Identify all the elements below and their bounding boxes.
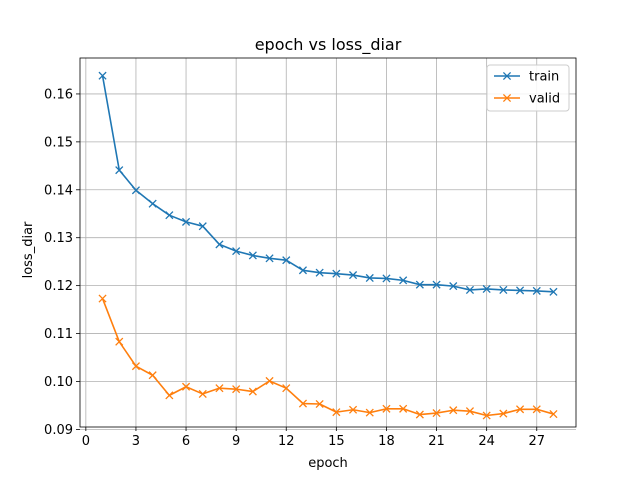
y-tick-label: 0.16 bbox=[44, 87, 73, 102]
data-point-valid bbox=[549, 410, 558, 419]
data-point-valid bbox=[482, 411, 491, 420]
data-point-valid bbox=[265, 376, 274, 386]
y-tick-label: 0.11 bbox=[44, 327, 73, 342]
data-point-valid bbox=[282, 384, 291, 393]
data-point-train bbox=[131, 186, 141, 195]
data-point-train bbox=[215, 240, 224, 249]
data-point-valid bbox=[449, 406, 458, 415]
data-point-valid bbox=[348, 405, 358, 414]
data-point-valid bbox=[532, 405, 541, 414]
data-point-train bbox=[165, 211, 174, 220]
x-tick-label: 12 bbox=[278, 434, 295, 449]
data-point-train bbox=[181, 217, 191, 226]
legend-marker-train bbox=[502, 71, 512, 81]
data-point-valid bbox=[515, 405, 525, 414]
chart-title: epoch vs loss_diar bbox=[255, 35, 402, 55]
data-point-train bbox=[449, 282, 458, 291]
data-point-valid bbox=[98, 294, 107, 303]
data-point-valid bbox=[232, 385, 241, 394]
data-point-train bbox=[532, 286, 541, 295]
series-line-valid bbox=[101, 298, 554, 417]
plot-frame bbox=[79, 57, 577, 428]
y-tick-label: 0.14 bbox=[44, 183, 73, 198]
series-line-train bbox=[101, 75, 554, 293]
data-point-valid bbox=[432, 409, 441, 418]
x-tick-label: 15 bbox=[328, 434, 345, 449]
x-tick-label: 6 bbox=[182, 434, 190, 449]
series-train bbox=[98, 71, 558, 296]
data-point-train bbox=[198, 222, 207, 231]
data-point-valid bbox=[215, 384, 224, 393]
data-point-train bbox=[98, 71, 107, 80]
data-point-train bbox=[432, 280, 441, 289]
data-point-train bbox=[265, 254, 274, 263]
data-point-valid bbox=[181, 382, 191, 391]
y-tick-label: 0.10 bbox=[44, 375, 73, 390]
data-point-train bbox=[232, 247, 241, 256]
data-point-valid bbox=[248, 387, 257, 396]
data-point-train bbox=[332, 269, 341, 278]
data-point-valid bbox=[365, 408, 374, 417]
x-tick-label: 27 bbox=[528, 434, 545, 449]
data-point-valid bbox=[399, 404, 408, 413]
data-point-train bbox=[499, 285, 508, 295]
axis-ticks: 0 3 6 9 12 15 18 21 24 27 0.09 0.10 0.11 0.12 0.13 0.14… bbox=[44, 87, 545, 449]
data-point-train bbox=[148, 199, 157, 208]
data-point-valid bbox=[131, 362, 141, 371]
x-tick-label: 0 bbox=[82, 434, 90, 449]
data-point-valid bbox=[115, 337, 124, 346]
x-tick-label: 24 bbox=[478, 434, 495, 449]
data-point-valid bbox=[315, 399, 324, 409]
data-point-valid bbox=[499, 409, 508, 418]
data-point-train bbox=[365, 273, 374, 283]
data-point-valid bbox=[332, 408, 341, 417]
data-point-valid bbox=[198, 389, 207, 398]
legend-label-train: train bbox=[529, 70, 559, 85]
series-valid bbox=[98, 294, 558, 420]
x-tick-label: 3 bbox=[132, 434, 140, 449]
data-point-train bbox=[248, 251, 257, 260]
data-point-train bbox=[382, 274, 391, 283]
data-point-valid bbox=[298, 399, 308, 408]
legend-item-valid: valid bbox=[494, 92, 560, 107]
y-axis-label: loss_diar bbox=[21, 221, 36, 278]
data-point-valid bbox=[465, 407, 475, 416]
y-tick-label: 0.09 bbox=[44, 423, 73, 438]
data-point-train bbox=[465, 285, 475, 295]
data-point-valid bbox=[382, 404, 391, 413]
grid-lines bbox=[80, 58, 576, 430]
legend-label-valid: valid bbox=[529, 92, 560, 107]
legend: train valid bbox=[486, 64, 570, 112]
data-point-train bbox=[515, 286, 525, 295]
data-point-valid bbox=[165, 391, 174, 400]
data-point-train bbox=[348, 271, 358, 280]
x-tick-label: 9 bbox=[232, 434, 240, 449]
legend-item-train: train bbox=[494, 70, 559, 85]
data-point-train bbox=[315, 268, 324, 277]
x-tick-label: 18 bbox=[378, 434, 395, 449]
data-point-train bbox=[399, 276, 408, 285]
data-point-train bbox=[482, 284, 491, 294]
data-point-train bbox=[549, 287, 558, 296]
x-axis-label: epoch bbox=[308, 456, 348, 471]
data-point-train bbox=[282, 256, 291, 265]
data-point-valid bbox=[148, 371, 157, 380]
x-tick-label: 21 bbox=[428, 434, 445, 449]
y-tick-label: 0.13 bbox=[44, 231, 73, 246]
legend-marker-valid bbox=[502, 93, 512, 103]
data-point-train bbox=[415, 280, 424, 289]
data-point-valid bbox=[415, 410, 424, 419]
y-tick-label: 0.12 bbox=[44, 279, 73, 294]
data-point-train bbox=[115, 166, 124, 175]
data-point-train bbox=[298, 266, 308, 275]
y-tick-label: 0.15 bbox=[44, 135, 73, 150]
